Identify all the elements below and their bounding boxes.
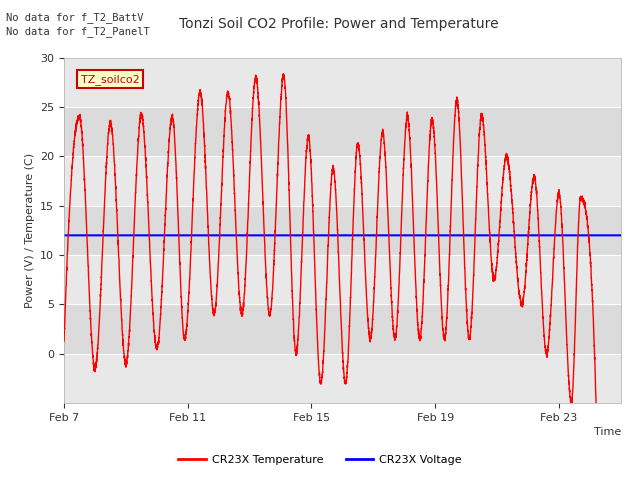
Text: Tonzi Soil CO2 Profile: Power and Temperature: Tonzi Soil CO2 Profile: Power and Temper… [179,17,499,31]
Legend: CR23X Temperature, CR23X Voltage: CR23X Temperature, CR23X Voltage [174,451,466,469]
Bar [64,304,621,354]
Text: TZ_soilco2: TZ_soilco2 [81,74,140,84]
Bar [64,206,621,255]
Text: No data for f_T2_BattV: No data for f_T2_BattV [6,12,144,23]
Text: Time: Time [593,427,621,437]
Bar [64,107,621,156]
Bar [64,8,621,58]
Text: No data for f_T2_PanelT: No data for f_T2_PanelT [6,26,150,37]
Y-axis label: Power (V) / Temperature (C): Power (V) / Temperature (C) [24,153,35,308]
